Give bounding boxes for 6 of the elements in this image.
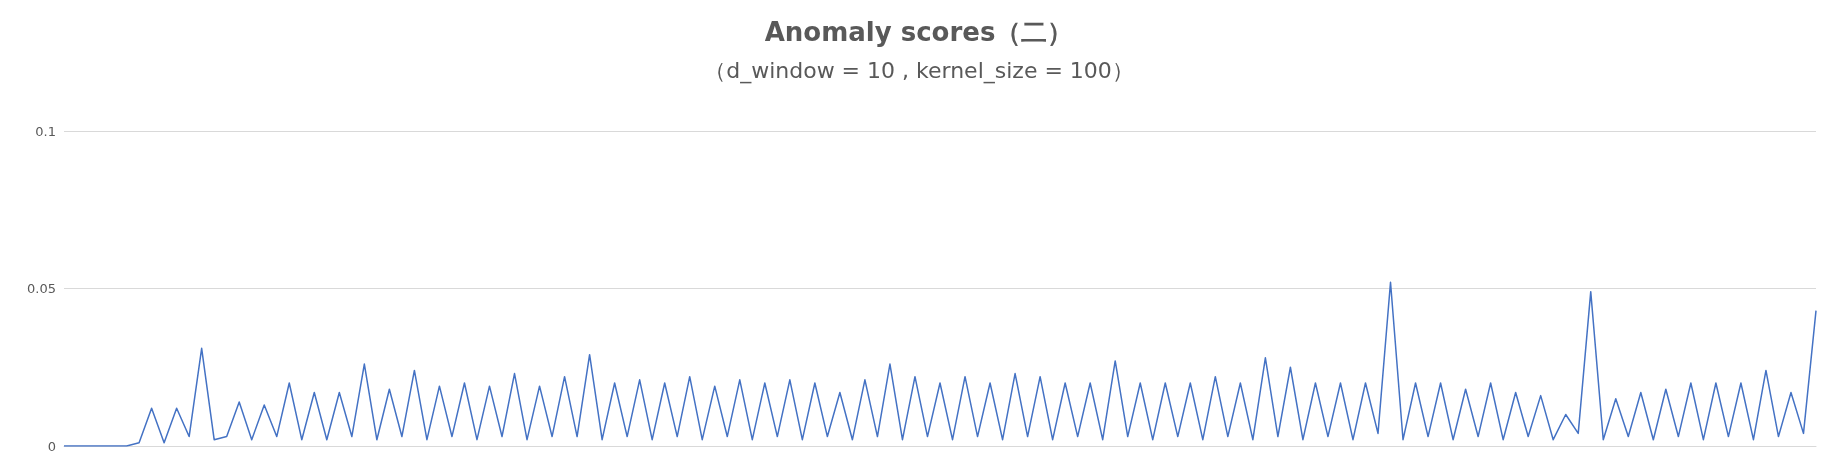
- y-tick-label: 0.1: [35, 123, 56, 139]
- y-tick-label: 0: [47, 438, 56, 454]
- line-series: [63, 281, 1817, 447]
- chart-subtitle: （d_window = 10 , kernel_size = 100）: [704, 57, 1134, 84]
- chart-title: Anomaly scores（二）: [764, 17, 1074, 47]
- y-tick-label: 0.05: [27, 281, 56, 296]
